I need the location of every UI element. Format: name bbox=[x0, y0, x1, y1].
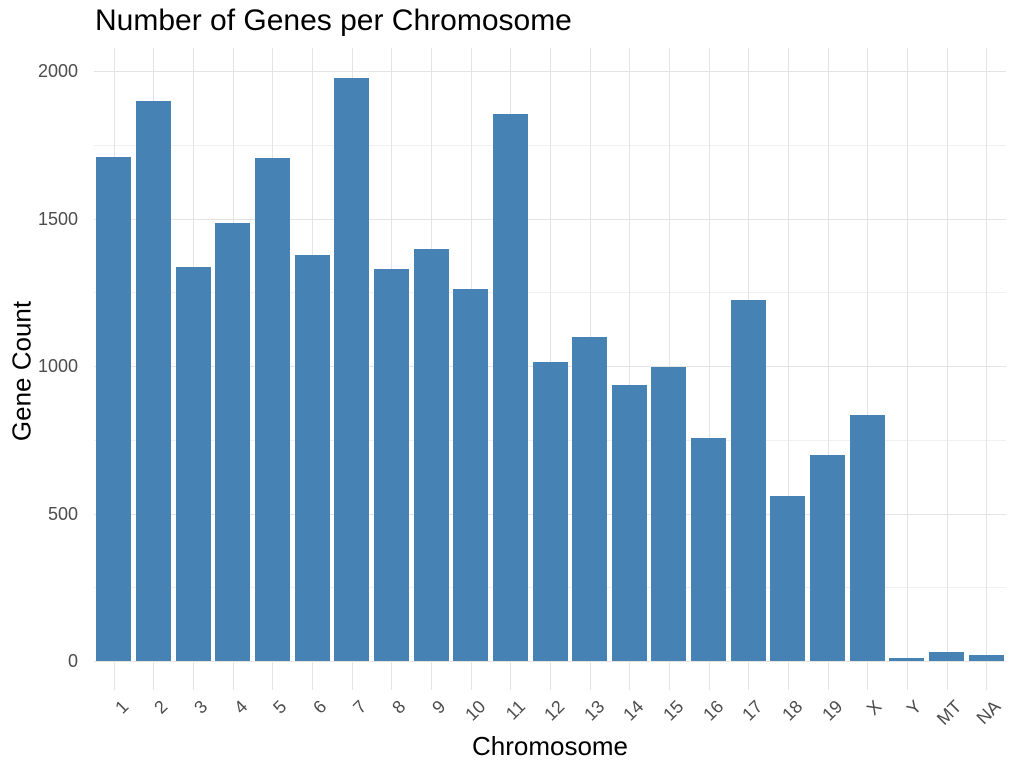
x-tick-label: 10 bbox=[460, 696, 490, 725]
bar-5 bbox=[254, 158, 290, 661]
x-tick-label: 5 bbox=[269, 696, 291, 718]
x-axis-title: Chromosome bbox=[471, 731, 629, 761]
bar-1 bbox=[96, 156, 132, 661]
chart-title: Number of Genes per Chromosome bbox=[95, 4, 572, 37]
bar-11 bbox=[492, 113, 528, 661]
y-tick-label: 0 bbox=[67, 651, 78, 671]
x-tick-label: 6 bbox=[309, 696, 331, 718]
bar-13 bbox=[572, 336, 608, 661]
x-tick-label: 1 bbox=[111, 696, 133, 718]
x-tick-label: 4 bbox=[229, 696, 252, 718]
bar-6 bbox=[294, 255, 330, 661]
bar-NA bbox=[968, 655, 1004, 661]
bar-19 bbox=[810, 454, 846, 661]
x-tick-label: 13 bbox=[579, 696, 609, 725]
x-tick-label: 8 bbox=[388, 696, 410, 718]
x-tick-label: 2 bbox=[150, 696, 172, 718]
x-tick-label: 16 bbox=[698, 696, 728, 725]
bar-14 bbox=[611, 385, 647, 661]
bar-7 bbox=[334, 78, 370, 661]
bar-8 bbox=[373, 268, 409, 661]
x-tick-label: Y bbox=[902, 696, 926, 719]
x-tick-label: X bbox=[862, 696, 886, 719]
v-gridline bbox=[906, 48, 908, 690]
v-gridline bbox=[986, 48, 988, 690]
x-tick-label: NA bbox=[972, 696, 1005, 729]
bar-X bbox=[849, 414, 885, 661]
v-gridline bbox=[946, 48, 948, 690]
bar-Y bbox=[889, 658, 925, 661]
bar-18 bbox=[770, 495, 806, 661]
x-tick-label: 18 bbox=[778, 696, 807, 725]
bar-MT bbox=[929, 652, 965, 661]
bar-12 bbox=[532, 361, 568, 661]
x-tick-label: 7 bbox=[348, 696, 371, 718]
y-tick-label: 500 bbox=[47, 503, 78, 524]
bar-9 bbox=[413, 249, 449, 661]
x-tick-label: 3 bbox=[190, 696, 212, 718]
x-tick-label: 11 bbox=[501, 696, 529, 724]
bar-15 bbox=[651, 367, 687, 661]
y-tick-label: 2000 bbox=[37, 61, 78, 81]
bar-17 bbox=[730, 299, 766, 661]
bar-2 bbox=[135, 100, 171, 661]
y-tick-label: 1000 bbox=[37, 356, 78, 376]
x-tick-label: 17 bbox=[738, 696, 767, 725]
y-tick-label: 1500 bbox=[37, 208, 78, 229]
x-tick-label: 19 bbox=[817, 696, 846, 725]
x-tick-label: MT bbox=[932, 696, 965, 729]
v-gridline bbox=[629, 48, 631, 690]
bar-10 bbox=[453, 289, 489, 661]
v-gridline bbox=[827, 48, 829, 690]
v-gridline bbox=[787, 48, 789, 690]
x-tick-label: 12 bbox=[540, 696, 569, 725]
bar-3 bbox=[175, 267, 211, 661]
x-tick-label: 14 bbox=[619, 696, 648, 725]
v-gridline bbox=[867, 48, 869, 690]
x-tick-label: 15 bbox=[659, 696, 688, 725]
bar-16 bbox=[691, 438, 727, 661]
v-gridline bbox=[708, 48, 710, 690]
bar-4 bbox=[215, 222, 251, 661]
x-tick-label: 9 bbox=[428, 696, 450, 718]
